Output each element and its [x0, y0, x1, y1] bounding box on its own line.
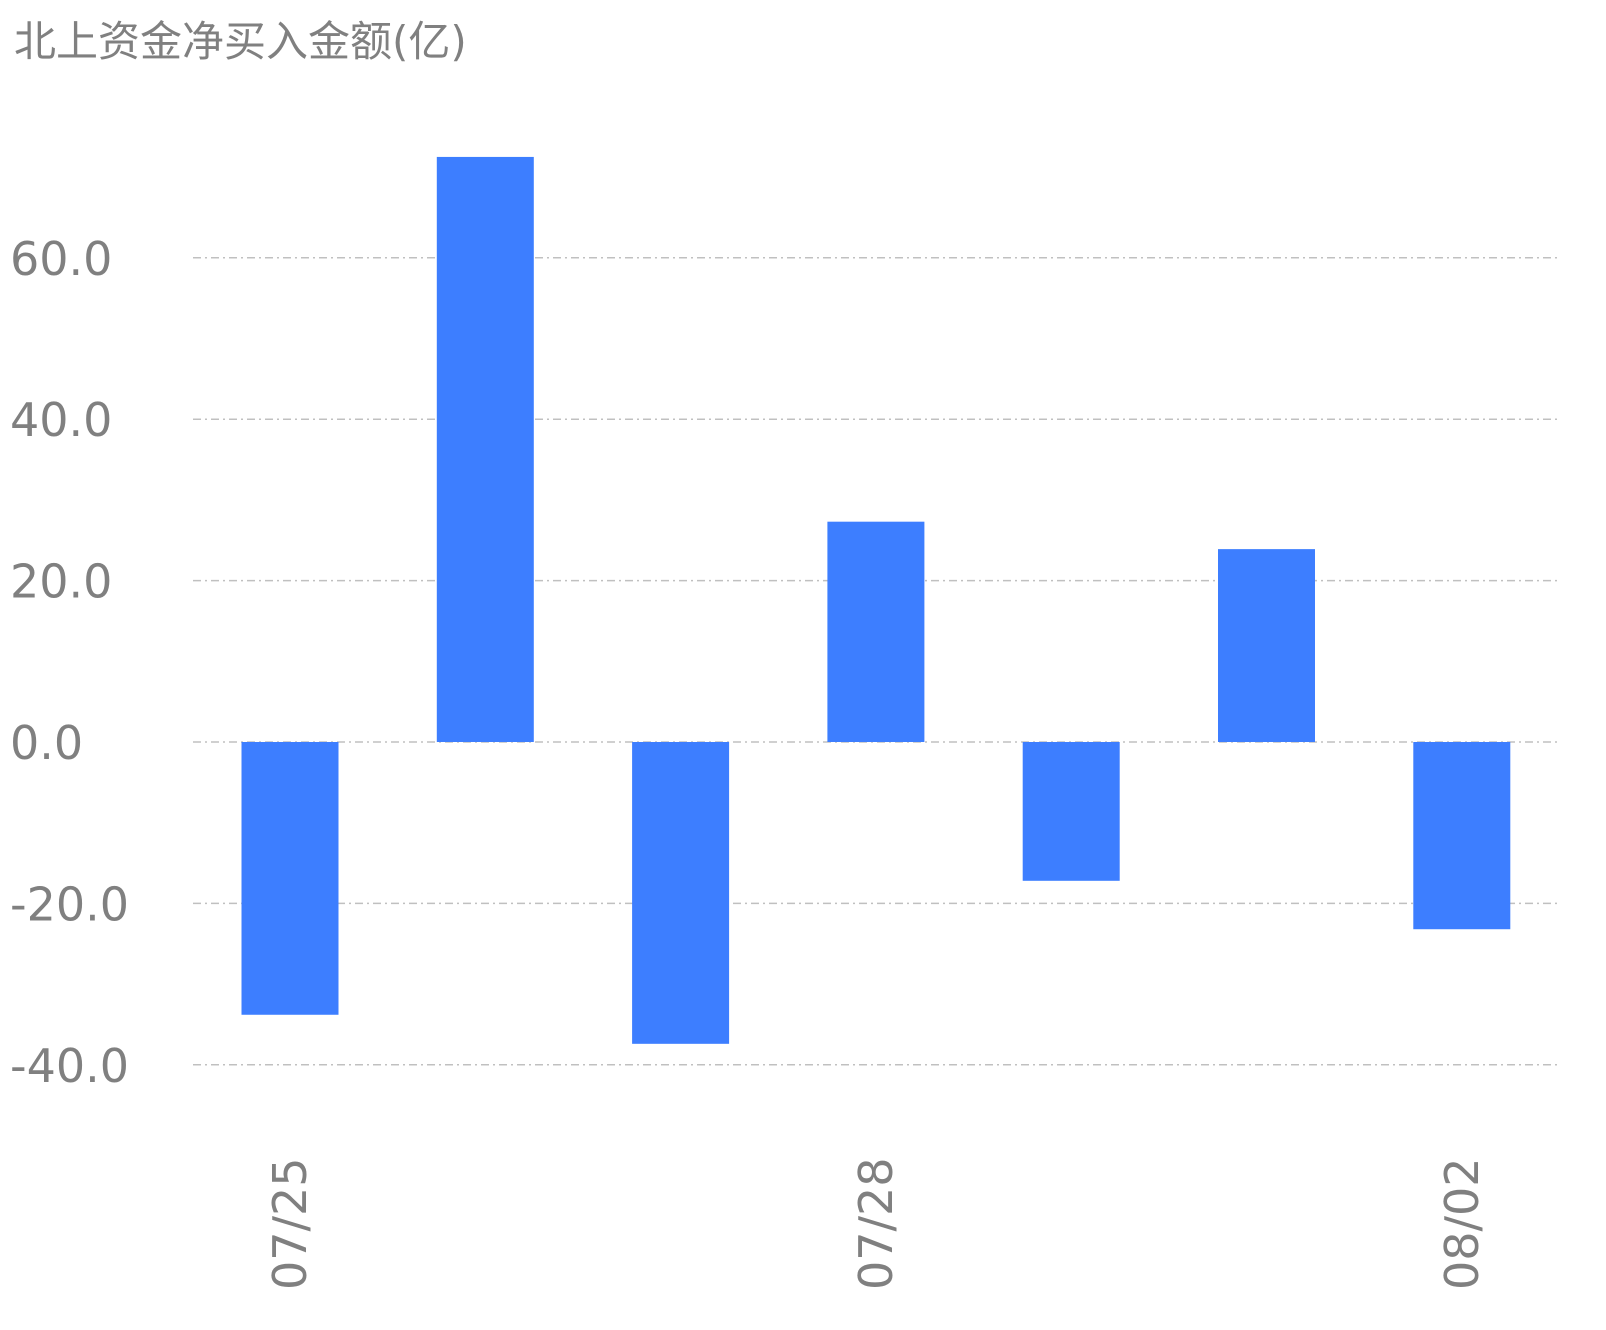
x-tick-label: 08/02 — [1435, 1157, 1489, 1290]
y-tick-label: 0.0 — [10, 716, 83, 770]
y-tick-label: -20.0 — [10, 877, 129, 931]
chart-title: 北上资金净买入金额(亿) — [14, 17, 467, 66]
y-tick-label: -40.0 — [10, 1039, 129, 1093]
y-tick-label: 20.0 — [10, 555, 112, 609]
bar — [241, 742, 339, 1015]
bar — [1218, 549, 1315, 742]
bar — [436, 156, 534, 743]
bar — [1413, 742, 1511, 930]
bar — [827, 521, 925, 742]
y-tick-label: 60.0 — [10, 232, 112, 286]
y-tick-label: 40.0 — [10, 393, 112, 447]
bar — [632, 742, 730, 1044]
bar — [1022, 742, 1120, 881]
x-tick-label: 07/25 — [263, 1157, 317, 1290]
x-tick-label: 07/28 — [849, 1157, 903, 1290]
